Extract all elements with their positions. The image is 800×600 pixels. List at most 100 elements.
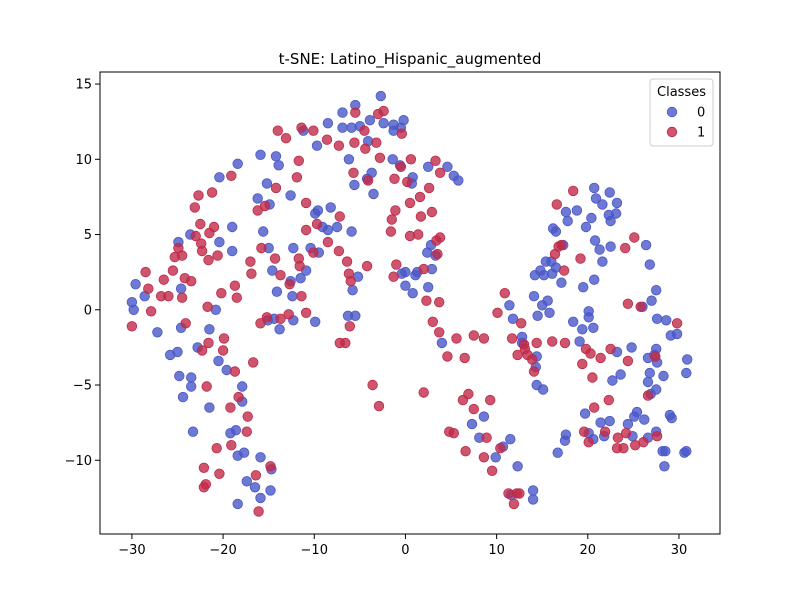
- x-axis: −30 −20 −10 0 10 20 30: [118, 534, 687, 558]
- class-1-point: [423, 182, 435, 194]
- legend-box: [649, 78, 714, 147]
- class-0-point: [466, 418, 478, 430]
- class-0-point: [629, 411, 640, 422]
- class-1-point: [216, 288, 227, 299]
- class-0-point: [626, 342, 637, 353]
- class-1-point: [341, 256, 353, 267]
- class-1-point: [208, 221, 220, 233]
- class-0-point: [214, 236, 225, 248]
- legend-title: Classes: [657, 85, 706, 100]
- class-1-point: [583, 437, 594, 448]
- class-0-point: [204, 324, 215, 335]
- class-1-point: [448, 428, 460, 439]
- class-1-point: [212, 250, 223, 261]
- class-1-point: [427, 316, 439, 328]
- class-1-point: [308, 247, 319, 258]
- class-1-point: [143, 283, 154, 294]
- y-tick-label: −5: [73, 379, 92, 394]
- class-1-point: [275, 270, 286, 281]
- class-0-point: [177, 391, 189, 403]
- class-1-point: [348, 167, 359, 179]
- class-1-point: [270, 182, 282, 194]
- class-1-point: [585, 348, 596, 359]
- class-0-point: [590, 193, 602, 204]
- chart-title: t-SNE: Latino_Hispanic_augmented: [279, 50, 542, 69]
- class-1-point: [374, 152, 386, 164]
- class-1-point: [434, 297, 445, 308]
- class-0-point: [589, 182, 600, 194]
- class-1-point: [478, 452, 490, 463]
- class-1-point: [158, 274, 170, 285]
- class-1-point: [492, 307, 503, 319]
- class-0-point: [560, 206, 572, 218]
- class-1-point: [350, 107, 361, 118]
- class-1-point: [389, 173, 400, 185]
- class-0-point: [571, 205, 583, 216]
- class-1-point: [226, 440, 237, 451]
- class-0-point: [214, 172, 225, 183]
- class-1-point: [362, 175, 374, 186]
- class-1-point: [589, 402, 600, 413]
- class-1-point: [203, 337, 214, 349]
- class-1-point: [195, 218, 206, 230]
- class-1-point: [547, 336, 558, 347]
- class-1-point: [551, 199, 563, 210]
- class-0-point: [267, 265, 278, 276]
- class-0-point: [605, 241, 616, 252]
- class-0-point: [346, 226, 357, 237]
- class-1-point: [371, 137, 382, 148]
- class-1-point: [241, 426, 253, 437]
- class-1-point: [256, 242, 267, 254]
- class-1-point: [291, 172, 303, 183]
- legend: Classes 0 1: [649, 78, 714, 147]
- class-0-point: [255, 452, 266, 463]
- class-1-point: [202, 301, 213, 313]
- class-1-point: [167, 265, 179, 276]
- class-0-point: [407, 288, 418, 299]
- class-1-point: [418, 263, 429, 275]
- class-0-point: [255, 149, 266, 161]
- class-0-point: [682, 354, 693, 365]
- class-0-point: [368, 188, 379, 200]
- class-0-point: [331, 221, 343, 233]
- legend-marker-0: [666, 106, 678, 118]
- class-0-point: [238, 447, 250, 458]
- class-1-point: [140, 266, 151, 278]
- class-0-point: [594, 244, 605, 255]
- class-1-point: [587, 372, 598, 383]
- class-1-point: [280, 132, 292, 144]
- class-1-point: [340, 337, 351, 349]
- class-1-point: [344, 321, 356, 332]
- class-1-point: [485, 394, 496, 406]
- class-0-point: [588, 322, 599, 334]
- class-0-point: [185, 381, 197, 392]
- class-0-point: [597, 256, 608, 267]
- class-1-point: [388, 271, 399, 282]
- class-1-point: [126, 321, 138, 332]
- class-0-point: [232, 158, 243, 170]
- class-1-point: [333, 140, 345, 151]
- class-0-point: [552, 447, 563, 458]
- class-1-point: [180, 318, 191, 329]
- class-0-point: [583, 306, 594, 317]
- y-tick-label: 5: [84, 228, 92, 243]
- class-1-point: [300, 197, 312, 209]
- class-0-point: [681, 367, 692, 379]
- class-0-point: [213, 355, 224, 367]
- class-0-point: [226, 245, 238, 257]
- class-1-point: [385, 226, 397, 237]
- class-1-point: [189, 202, 201, 213]
- class-1-point: [486, 465, 498, 477]
- class-1-point: [359, 125, 370, 136]
- y-axis: −10 −5 0 5 10 15: [65, 78, 100, 469]
- class-0-point: [442, 161, 453, 173]
- class-1-point: [218, 333, 230, 344]
- class-0-point: [226, 221, 238, 233]
- class-0-point: [559, 435, 571, 446]
- class-0-point: [646, 295, 657, 306]
- class-0-point: [311, 140, 323, 151]
- class-0-point: [271, 286, 283, 297]
- class-0-point: [615, 369, 626, 380]
- class-0-point: [265, 485, 276, 496]
